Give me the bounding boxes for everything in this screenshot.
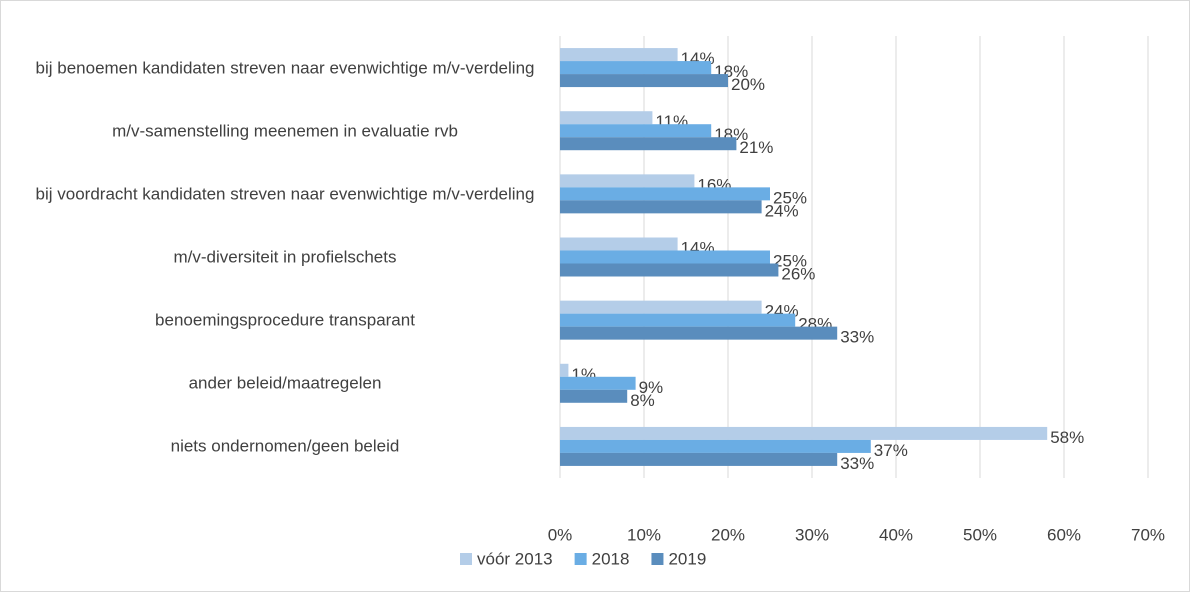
category-label: niets ondernomen/geen beleid [170,436,400,456]
bar [560,326,838,340]
bar [560,313,796,327]
category-label: m/v-samenstelling meenemen in evaluatie … [112,121,458,141]
data-label: 24% [765,201,799,220]
bar [560,389,628,403]
legend-swatch [574,553,587,565]
bar [560,61,712,75]
legend-swatch [651,553,664,565]
x-tick-label: 40% [879,525,913,544]
bar [560,300,762,314]
bar [560,439,871,453]
x-tick-label: 50% [963,525,997,544]
bar [560,363,569,377]
bar [560,111,653,125]
data-label: 20% [731,75,765,94]
x-tick-label: 30% [795,525,829,544]
data-label: 33% [840,454,874,473]
data-label: 21% [739,138,773,157]
legend-label: 2019 [668,549,706,568]
bar [560,174,695,188]
x-tick-label: 60% [1047,525,1081,544]
data-label: 58% [1050,428,1084,447]
x-tick-label: 20% [711,525,745,544]
bar [560,187,770,201]
data-label: 37% [874,441,908,460]
data-label: 26% [781,264,815,283]
bar [560,124,712,138]
category-label: bij benoemen kandidaten streven naar eve… [35,58,535,78]
x-tick-label: 10% [627,525,661,544]
bar [560,452,838,466]
data-label: 8% [630,391,655,410]
bar [560,137,737,151]
bar [560,237,678,251]
bar [560,426,1048,440]
category-label: ander beleid/maatregelen [188,373,382,393]
data-label: 33% [840,328,874,347]
bar [560,74,728,88]
category-label: bij voordracht kandidaten streven naar e… [35,184,535,204]
legend-label: vóór 2013 [477,549,553,568]
data-label: 9% [639,378,664,397]
data-label: 25% [773,251,807,270]
category-label: benoemingsprocedure transparant [155,310,415,330]
x-tick-label: 0% [548,525,573,544]
bar [560,263,779,277]
bar [560,250,770,264]
bar [560,48,678,62]
x-tick-label: 70% [1131,525,1165,544]
legend-swatch [460,553,472,565]
data-label: 25% [773,188,807,207]
bar [560,200,762,214]
legend-label: 2018 [592,549,630,568]
bar [560,376,636,390]
category-label: m/v-diversiteit in profielschets [173,247,397,267]
